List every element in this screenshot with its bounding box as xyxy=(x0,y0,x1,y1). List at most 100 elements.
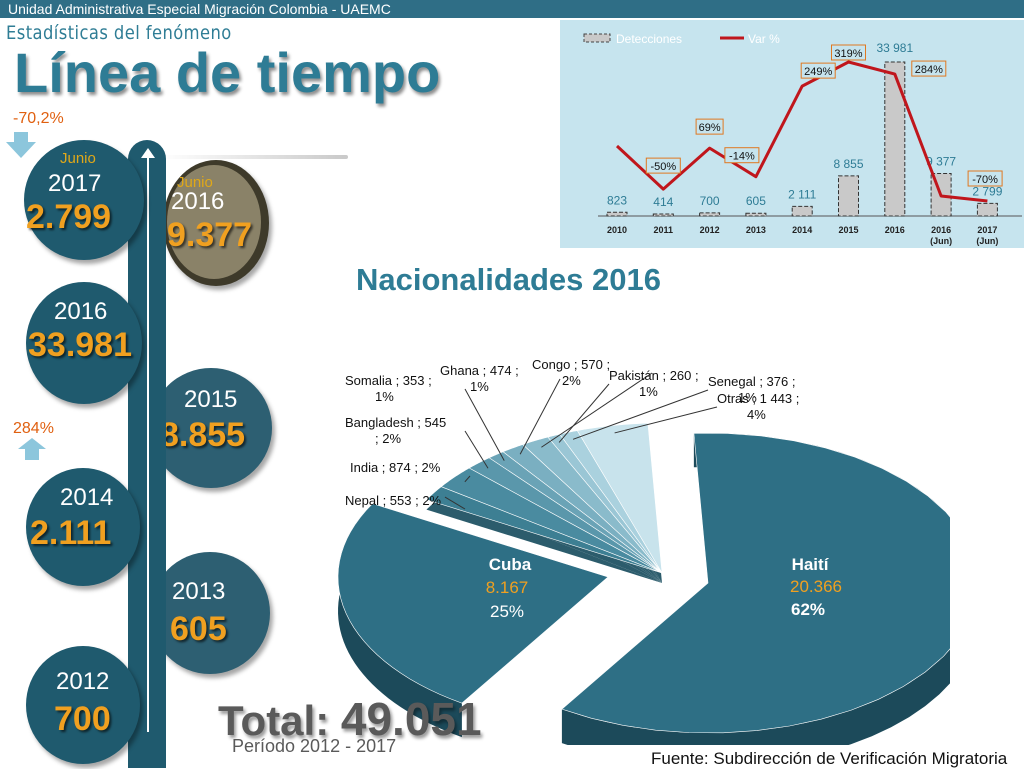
var-badge xyxy=(911,60,947,77)
leader-line xyxy=(541,372,653,448)
x-tick-label: 2015 xyxy=(838,225,858,235)
nationalities-title: Nacionalidades 2016 xyxy=(356,262,661,297)
var-badge xyxy=(695,118,724,135)
bar-2010 xyxy=(606,211,628,217)
title-divider xyxy=(160,155,348,159)
slice-label-pakistán: Pakistán ; 260 ; xyxy=(609,368,699,383)
org-name: Unidad Administrativa Especial Migración… xyxy=(8,1,391,17)
nationalities-pie-chart: Haití 20.366 62% Cuba 8.167 25% Nepal ; 553 ; … xyxy=(337,357,950,745)
leader-line xyxy=(572,389,709,440)
var-badge xyxy=(645,157,681,174)
var-line xyxy=(615,60,988,203)
x-tick-label: 2011 xyxy=(654,225,674,235)
pie-slice-side-cuba xyxy=(338,503,462,738)
page-title: Línea de tiempo xyxy=(14,41,441,104)
timeline-bubble-2014: 2014 2.111 xyxy=(26,468,140,586)
slice-label-pakistán: 1% xyxy=(639,384,658,399)
top-variation-label: -70,2% xyxy=(13,110,64,127)
bar-2012 xyxy=(699,212,721,217)
var-badge-label: -70% xyxy=(972,174,998,186)
bar-value-label: 8 855 xyxy=(833,157,863,171)
pie-slice-ghana xyxy=(502,444,663,574)
down-arrow-icon xyxy=(6,132,36,158)
slice-label-ghana: 1% xyxy=(470,379,489,394)
x-tick-label: 2014 xyxy=(792,225,812,235)
timeline-bubble-2015: 2015 8.855 xyxy=(150,368,272,488)
var-badge xyxy=(800,62,836,79)
pie-slice-nepal xyxy=(425,486,663,574)
period-label: Período 2012 - 2017 xyxy=(232,736,397,756)
bar-2015 xyxy=(838,175,859,217)
total-label-text: Total: xyxy=(218,697,330,744)
legend-label-var: Var % xyxy=(748,32,780,46)
slice-label-congo: 2% xyxy=(562,373,581,388)
bar-value-label: 9 377 xyxy=(926,155,956,169)
slice-label-congo: Congo ; 570 ; xyxy=(532,357,610,372)
leader-line xyxy=(464,475,471,483)
bubble-value: 33.981 xyxy=(28,326,132,364)
bubble-year: 2017 xyxy=(48,170,102,197)
slice-label-senegal: Senegal ; 376 ; xyxy=(708,374,795,389)
org-header-bar: Unidad Administrativa Especial Migración… xyxy=(0,0,1024,18)
slice-label-nepal: Nepal ; 553 ; 2% xyxy=(345,493,442,508)
slice-label-somalia: 1% xyxy=(375,389,394,404)
detections-combo-chart: Detecciones Var % 823 414 700 605 2 111 8 855 33… xyxy=(583,32,1022,246)
source-label: Fuente: Subdirección de Verificación Mig… xyxy=(651,749,1008,768)
bubble-year: 2015 xyxy=(184,386,238,413)
bar-value-label: 2 111 xyxy=(788,187,817,201)
bar-value-label: 605 xyxy=(746,194,766,208)
slice-label-bangladesh: Bangladesh ; 545 xyxy=(345,415,446,430)
bar-2016 xyxy=(884,61,906,217)
var-badge-label: 284% xyxy=(915,64,943,76)
var-badge xyxy=(967,170,1003,187)
var-badge-label: 69% xyxy=(699,122,721,134)
timeline-bubble-2013: 2013 605 xyxy=(150,552,270,674)
bubble-year: 2014 xyxy=(60,484,114,511)
bubble-value: 2.111 xyxy=(30,514,112,552)
slice-name-cuba: Cuba xyxy=(489,555,532,574)
var-badge-label: 319% xyxy=(834,48,862,60)
bubble-year: 2016 xyxy=(54,298,108,325)
bar-value-label: 2 799 xyxy=(972,184,1002,198)
slice-label-india: India ; 874 ; 2% xyxy=(350,460,441,475)
slice-value-haiti: 20.366 xyxy=(790,577,842,596)
slice-name-haiti: Haití xyxy=(792,555,830,574)
bubble-month: Junio xyxy=(177,174,213,191)
bar-2017 (Jun) xyxy=(976,202,998,217)
bubble-year: 2013 xyxy=(172,578,226,605)
pie-slice-bangladesh xyxy=(468,457,663,574)
section-subtitle: Estadísticas del fenómeno xyxy=(6,22,232,44)
slice-label-otras: 4% xyxy=(747,407,766,422)
bubble-value: 700 xyxy=(54,700,111,738)
x-tick-label: 2010 xyxy=(607,225,627,235)
mid-variation-label: 284% xyxy=(13,420,54,437)
timeline-arrowhead-icon xyxy=(141,148,155,158)
legend-label-detecciones: Detecciones xyxy=(616,32,682,46)
x-tick-label: 2016 xyxy=(885,225,905,235)
leader-line xyxy=(614,406,718,434)
slice-value-cuba: 8.167 xyxy=(486,578,529,597)
leader-line xyxy=(519,378,561,455)
slice-label-bangladesh: ; 2% xyxy=(375,431,401,446)
var-badge xyxy=(831,44,866,61)
up-arrow-icon xyxy=(18,438,46,460)
pie-slice-side-haití xyxy=(561,433,950,745)
bar-2011 xyxy=(652,213,674,217)
bubble-value: 8.855 xyxy=(160,416,246,454)
legend-swatch-detecciones xyxy=(583,33,611,43)
bubble-year: 2016 xyxy=(171,188,225,215)
var-badge-label: 249% xyxy=(804,66,832,78)
slice-label-somalia: Somalia ; 353 ; xyxy=(345,373,432,388)
bar-2014 xyxy=(791,205,813,217)
bar-2013 xyxy=(745,212,767,217)
var-badge-label: -14% xyxy=(729,151,755,163)
x-tick-label: 2017 xyxy=(977,225,997,235)
total-label: Total: 49.051 xyxy=(218,692,482,746)
pie-slice-pakistán xyxy=(547,433,663,574)
detections-chart-panel: Detecciones Var % 823 414 700 605 2 111 8 855 33… xyxy=(560,20,1024,248)
x-tick-label: (Jun) xyxy=(976,236,998,246)
bubble-value: 9.377 xyxy=(167,216,253,254)
var-badge-label: -50% xyxy=(650,161,676,173)
pie-slice-india xyxy=(440,467,663,574)
pie-slice-haití xyxy=(561,432,950,734)
